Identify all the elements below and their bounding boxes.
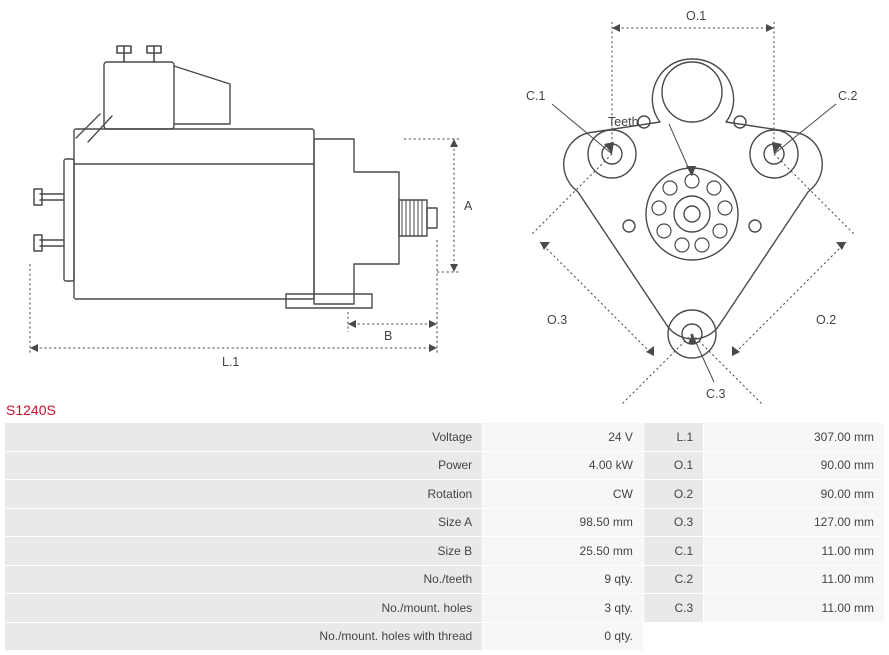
spec-value: 98.50 mm: [483, 508, 644, 537]
spec-label: Voltage: [5, 423, 483, 452]
spec-row: No./teeth9 qty.C.211.00 mm: [5, 565, 885, 594]
dim-label-l1: L.1: [222, 355, 239, 369]
spec-value: 4.00 kW: [483, 451, 644, 480]
spec-row: No./mount. holes with thread0 qty.: [5, 622, 885, 651]
dim-label-o3: O.3: [547, 313, 567, 327]
spec-value: 0 qty.: [483, 622, 644, 651]
spec-value: 11.00 mm: [704, 594, 885, 623]
dim-label-a: A: [464, 199, 473, 213]
spec-value: CW: [483, 480, 644, 509]
spec-label: C.1: [643, 537, 703, 566]
spec-label: C.3: [643, 594, 703, 623]
part-number: S1240S: [6, 402, 885, 418]
spec-label: No./teeth: [5, 565, 483, 594]
spec-value: 90.00 mm: [704, 480, 885, 509]
spec-value: 307.00 mm: [704, 423, 885, 452]
dim-label-c1: C.1: [526, 89, 546, 103]
spec-value: 11.00 mm: [704, 565, 885, 594]
dim-label-o1: O.1: [686, 9, 706, 23]
spec-value: 3 qty.: [483, 594, 644, 623]
front-view-diagram: O.1 O.2 O.3 C.1 C.2 C.3 Teeth: [494, 4, 884, 394]
spec-label: L.1: [643, 423, 703, 452]
dim-label-o2: O.2: [816, 313, 836, 327]
dim-label-c2: C.2: [838, 89, 858, 103]
spec-label: No./mount. holes: [5, 594, 483, 623]
spec-label: O.1: [643, 451, 703, 480]
spec-label: C.2: [643, 565, 703, 594]
spec-value: 90.00 mm: [704, 451, 885, 480]
spec-value: 11.00 mm: [704, 537, 885, 566]
spec-label: O.2: [643, 480, 703, 509]
side-view-diagram: A B L.1: [4, 4, 484, 394]
spec-label: O.3: [643, 508, 703, 537]
spec-table: Voltage24 VL.1307.00 mmPower4.00 kWO.190…: [4, 422, 885, 651]
spec-label: Size B: [5, 537, 483, 566]
spec-value: 9 qty.: [483, 565, 644, 594]
spec-label: Rotation: [5, 480, 483, 509]
dim-label-b: B: [384, 329, 392, 343]
spec-label: No./mount. holes with thread: [5, 622, 483, 651]
dim-label-teeth: Teeth: [608, 115, 639, 129]
spec-value: 127.00 mm: [704, 508, 885, 537]
spec-row: RotationCWO.290.00 mm: [5, 480, 885, 509]
dim-label-c3: C.3: [706, 387, 726, 401]
spec-row: Voltage24 VL.1307.00 mm: [5, 423, 885, 452]
spec-label: Power: [5, 451, 483, 480]
spec-value: 25.50 mm: [483, 537, 644, 566]
spec-row: Power4.00 kWO.190.00 mm: [5, 451, 885, 480]
spec-label: Size A: [5, 508, 483, 537]
spec-value: 24 V: [483, 423, 644, 452]
spec-row: No./mount. holes3 qty.C.311.00 mm: [5, 594, 885, 623]
spec-row: Size B25.50 mmC.111.00 mm: [5, 537, 885, 566]
diagram-area: A B L.1: [4, 4, 885, 394]
spec-row: Size A98.50 mmO.3127.00 mm: [5, 508, 885, 537]
